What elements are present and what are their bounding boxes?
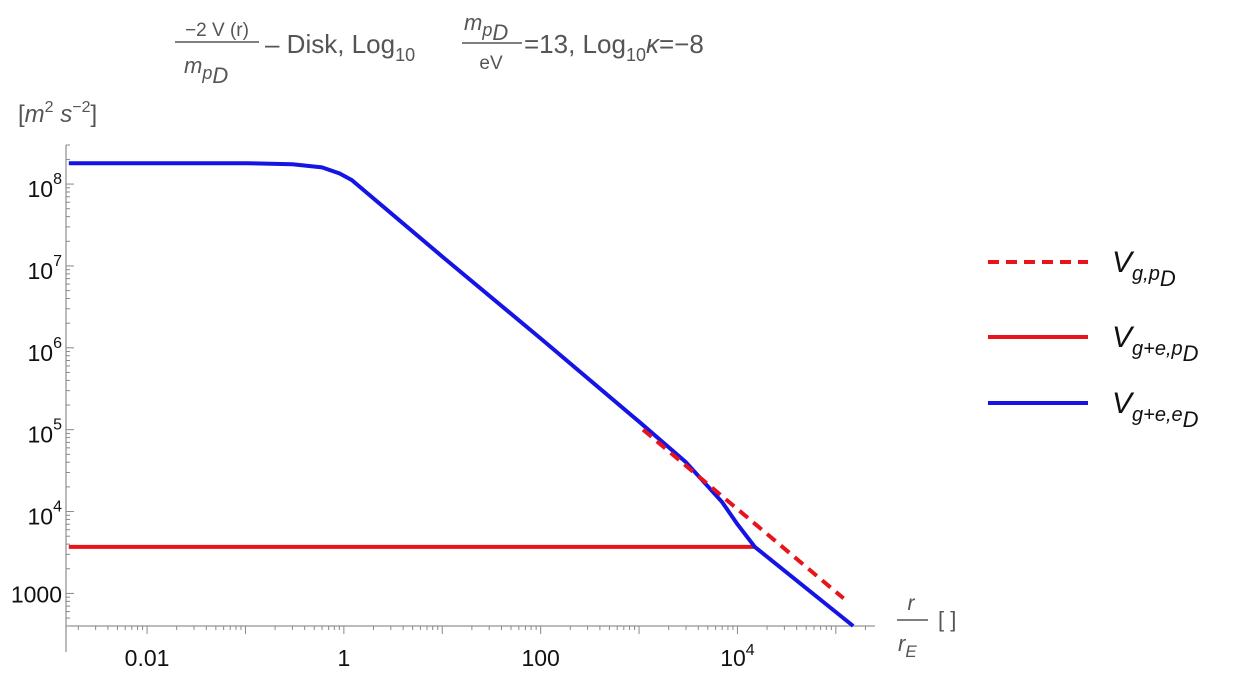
x-axis-label: r rE [ ] <box>897 592 956 661</box>
title-frac-den: mpD <box>184 53 228 88</box>
title-mid-frac-den: eV <box>479 53 503 74</box>
legend: Vg,pD Vg+e,pD Vg+e,eD <box>988 246 1199 432</box>
y-tick-label: 1000 <box>11 581 62 607</box>
x-label-unit: [ ] <box>938 607 956 632</box>
x-label-den: rE <box>898 631 917 661</box>
series-line-0 <box>641 428 845 600</box>
series-line-2 <box>68 161 855 628</box>
y-tick-label: 105 <box>28 417 63 448</box>
x-tick-label: 104 <box>720 642 755 671</box>
title-part1: – Disk, Log10 <box>265 29 415 65</box>
x-tick-label: 100 <box>521 645 559 671</box>
legend-label-2: Vg+e,eD <box>1112 387 1199 432</box>
y-tick-label: 108 <box>28 171 63 202</box>
title-part2: =13, Log10κ=−8 <box>524 29 704 65</box>
x-label-num: r <box>908 592 916 615</box>
y-tick-label: 104 <box>28 499 63 530</box>
y-tick-label: 106 <box>28 335 63 366</box>
title-frac-num: −2 V (r) <box>185 20 249 41</box>
y-axis-label: [m2 s−2] <box>18 99 97 128</box>
title-mid-frac-num: mpD <box>464 10 508 45</box>
y-tick-label: 107 <box>28 253 63 284</box>
series-layer <box>68 161 855 628</box>
x-tick-label: 0.01 <box>125 645 170 671</box>
legend-label-0: Vg,pD <box>1112 246 1176 291</box>
x-tick-label: 1 <box>337 645 350 671</box>
chart-title: −2 V (r) mpD – Disk, Log10 mpD eV =13, L… <box>175 10 704 88</box>
ticks-layer: 0.01 1 100 104 1000 104 105 106 107 108 <box>11 144 866 671</box>
legend-label-1: Vg+e,pD <box>1112 321 1199 366</box>
